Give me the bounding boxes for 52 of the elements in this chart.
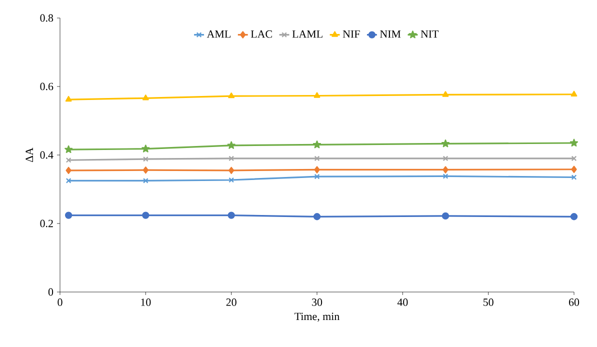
point [142, 212, 150, 219]
point [442, 91, 449, 97]
point [142, 156, 148, 162]
legend-label: LAC [250, 30, 272, 38]
point [441, 140, 450, 148]
point [442, 156, 448, 162]
x-axis-title: Time, min [294, 312, 340, 322]
y-tick-label: 0.2 [40, 220, 53, 228]
x-tick-label: 60 [568, 298, 580, 306]
y-axis-title: ΔA [26, 148, 33, 162]
y-tick-label: 0.8 [40, 14, 54, 22]
y-tick-label: 0 [48, 288, 54, 296]
point [313, 213, 321, 220]
legend-label: NIT [420, 30, 439, 38]
point [142, 178, 148, 184]
point [142, 166, 149, 174]
legend-label: AML [206, 30, 230, 38]
point [228, 212, 235, 219]
legend-label: NIM [380, 30, 401, 38]
point [442, 166, 448, 174]
point [228, 177, 234, 183]
point [570, 138, 578, 147]
point [64, 212, 72, 219]
point [314, 92, 320, 98]
point [142, 94, 149, 100]
point [314, 156, 320, 162]
point [66, 166, 72, 174]
point [228, 92, 235, 98]
point [571, 166, 577, 173]
x-tick-label: 40 [397, 298, 408, 306]
point [570, 90, 578, 96]
x-tick-label: 0 [58, 298, 62, 306]
point [312, 140, 322, 148]
x-tick-label: 20 [226, 298, 236, 306]
x-tick-label: 10 [141, 298, 151, 306]
y-tick-label: 0.4 [40, 151, 54, 159]
point [65, 96, 72, 102]
point [442, 174, 448, 179]
y-tick-label: 0.6 [40, 82, 54, 90]
point [570, 213, 578, 220]
legend-label: LAML [292, 30, 322, 38]
point [228, 166, 234, 174]
point [314, 166, 320, 174]
point [64, 145, 73, 154]
point [228, 156, 234, 162]
point [314, 174, 320, 180]
point [227, 141, 236, 149]
point [442, 212, 450, 220]
point [142, 144, 150, 152]
x-tick-label: 30 [312, 298, 322, 306]
x-tick-label: 50 [484, 298, 494, 306]
legend-label: NIF [342, 30, 360, 38]
